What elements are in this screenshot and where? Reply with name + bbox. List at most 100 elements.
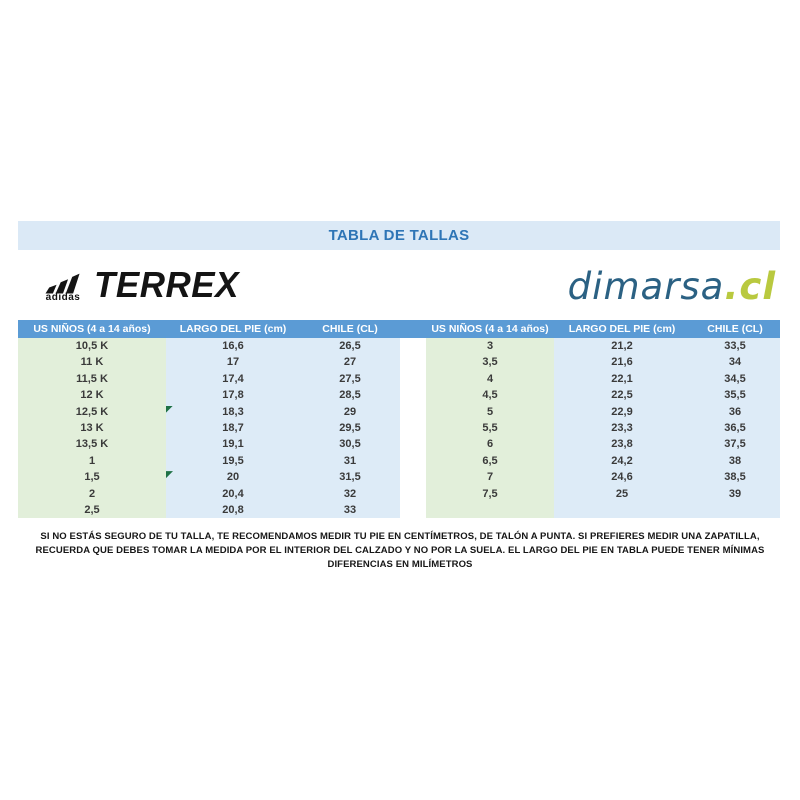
column-header: LARGO DEL PIE (cm) bbox=[179, 323, 287, 335]
table-row: 11 K 17 27 3,5 21,6 34 bbox=[18, 354, 780, 371]
size-cell: 31,5 bbox=[300, 469, 400, 486]
size-table: US NIÑOS (4 a 14 años) LARGO DEL PIE (cm)… bbox=[18, 320, 780, 519]
column-header: US NIÑOS (4 a 14 años) bbox=[431, 323, 549, 335]
size-cell: 34,5 bbox=[690, 370, 780, 388]
size-cell: 22,1 bbox=[554, 370, 690, 388]
size-cell: 38 bbox=[690, 452, 780, 470]
size-cell: 23,3 bbox=[554, 419, 690, 437]
terrex-wordmark: TERREX bbox=[94, 265, 239, 306]
size-cell: 26,5 bbox=[300, 338, 400, 355]
column-header: CHILE (CL) bbox=[322, 323, 378, 335]
size-cell: 13 K bbox=[18, 419, 166, 437]
size-cell: 36,5 bbox=[690, 419, 780, 437]
size-cell: 17,8 bbox=[166, 387, 300, 404]
adidas-terrex-logo: adidas TERREX bbox=[40, 266, 239, 306]
size-table-header-row: US NIÑOS (4 a 14 años) LARGO DEL PIE (cm)… bbox=[18, 320, 780, 338]
size-cell: 24,6 bbox=[554, 469, 690, 486]
size-cell: 1,5 bbox=[18, 469, 166, 486]
size-cell: 24,2 bbox=[554, 452, 690, 470]
size-cell: 34 bbox=[690, 354, 780, 371]
size-cell: 10,5 K bbox=[18, 338, 166, 355]
size-cell: 39 bbox=[690, 485, 780, 502]
dimarsa-wordmark: dimarsa bbox=[567, 264, 725, 308]
dimarsa-logo: dimarsa.cl bbox=[568, 265, 776, 308]
column-gap bbox=[400, 354, 426, 371]
size-cell bbox=[690, 501, 780, 519]
brand-logo-row: adidas TERREX dimarsa.cl bbox=[18, 256, 780, 316]
size-cell: 4 bbox=[426, 370, 554, 388]
size-cell: 19,1 bbox=[166, 436, 300, 453]
dimarsa-tld: .cl bbox=[724, 264, 776, 308]
size-cell bbox=[554, 501, 690, 519]
size-cell: 36 bbox=[690, 403, 780, 420]
column-gap bbox=[400, 338, 426, 355]
size-cell: 38,5 bbox=[690, 469, 780, 486]
adidas-logo-icon: adidas bbox=[40, 269, 86, 303]
size-cell: 7 bbox=[426, 469, 554, 486]
table-row: 11,5 K 17,4 27,5 4 22,1 34,5 bbox=[18, 370, 780, 388]
size-cell: 29 bbox=[300, 403, 400, 420]
size-cell: 5 bbox=[426, 403, 554, 420]
table-row: 2 20,4 32 7,5 25 39 bbox=[18, 485, 780, 502]
adidas-wordmark: adidas bbox=[45, 292, 81, 303]
size-cell: 25 bbox=[554, 485, 690, 502]
table-row: 13,5 K 19,1 30,5 6 23,8 37,5 bbox=[18, 436, 780, 453]
table-row: 1,5 20 31,5 7 24,6 38,5 bbox=[18, 469, 780, 486]
size-cell: 33,5 bbox=[690, 338, 780, 355]
column-gap bbox=[400, 387, 426, 404]
cell-flag-icon bbox=[166, 405, 173, 413]
size-cell: 21,6 bbox=[554, 354, 690, 371]
size-cell: 29,5 bbox=[300, 419, 400, 437]
cell-flag-icon bbox=[166, 471, 173, 479]
table-row: 12,5 K 18,3 29 5 22,9 36 bbox=[18, 403, 780, 420]
size-cell: 11 K bbox=[18, 354, 166, 371]
column-gap bbox=[400, 419, 426, 437]
column-gap bbox=[400, 485, 426, 502]
table-row: 10,5 K 16,6 26,5 3 21,2 33,5 bbox=[18, 338, 780, 355]
size-cell: 6 bbox=[426, 436, 554, 453]
size-cell: 3 bbox=[426, 338, 554, 355]
size-cell: 12 K bbox=[18, 387, 166, 404]
size-cell: 27,5 bbox=[300, 370, 400, 388]
size-cell: 12,5 K bbox=[18, 403, 166, 420]
measurement-note: SI NO ESTÁS SEGURO DE TU TALLA, TE RECOM… bbox=[35, 531, 765, 570]
page-title: TABLA DE TALLAS bbox=[328, 227, 470, 244]
size-cell: 35,5 bbox=[690, 387, 780, 404]
size-cell: 37,5 bbox=[690, 436, 780, 453]
size-cell: 3,5 bbox=[426, 354, 554, 371]
size-cell: 4,5 bbox=[426, 387, 554, 404]
table-title-bar: TABLA DE TALLAS bbox=[18, 221, 780, 250]
column-gap bbox=[400, 436, 426, 453]
table-row: 2,5 20,8 33 bbox=[18, 501, 780, 519]
size-cell: 17 bbox=[166, 354, 300, 371]
size-cell: 27 bbox=[300, 354, 400, 371]
column-gap bbox=[400, 370, 426, 388]
column-gap bbox=[400, 403, 426, 420]
column-header: CHILE (CL) bbox=[707, 323, 763, 335]
size-cell: 30,5 bbox=[300, 436, 400, 453]
size-cell: 7,5 bbox=[426, 485, 554, 502]
size-cell: 20 bbox=[166, 469, 300, 486]
size-cell: 1 bbox=[18, 452, 166, 470]
size-cell: 13,5 K bbox=[18, 436, 166, 453]
size-cell: 6,5 bbox=[426, 452, 554, 470]
column-header: US NIÑOS (4 a 14 años) bbox=[33, 323, 151, 335]
size-cell: 20,4 bbox=[166, 485, 300, 502]
size-cell: 22,5 bbox=[554, 387, 690, 404]
size-cell: 23,8 bbox=[554, 436, 690, 453]
size-cell: 20,8 bbox=[166, 501, 300, 519]
column-gap bbox=[400, 501, 426, 519]
size-cell: 2,5 bbox=[18, 501, 166, 519]
header-gap bbox=[400, 320, 426, 338]
size-cell: 18,7 bbox=[166, 419, 300, 437]
size-cell: 17,4 bbox=[166, 370, 300, 388]
table-row: 13 K 18,7 29,5 5,5 23,3 36,5 bbox=[18, 419, 780, 437]
size-cell: 33 bbox=[300, 501, 400, 519]
size-cell: 31 bbox=[300, 452, 400, 470]
size-table-body: 10,5 K 16,6 26,5 3 21,2 33,5 11 K 17 27 3,5 21,6 34… bbox=[18, 338, 780, 519]
size-cell: 22,9 bbox=[554, 403, 690, 420]
table-row: 1 19,5 31 6,5 24,2 38 bbox=[18, 452, 780, 470]
size-cell: 21,2 bbox=[554, 338, 690, 355]
column-gap bbox=[400, 469, 426, 486]
